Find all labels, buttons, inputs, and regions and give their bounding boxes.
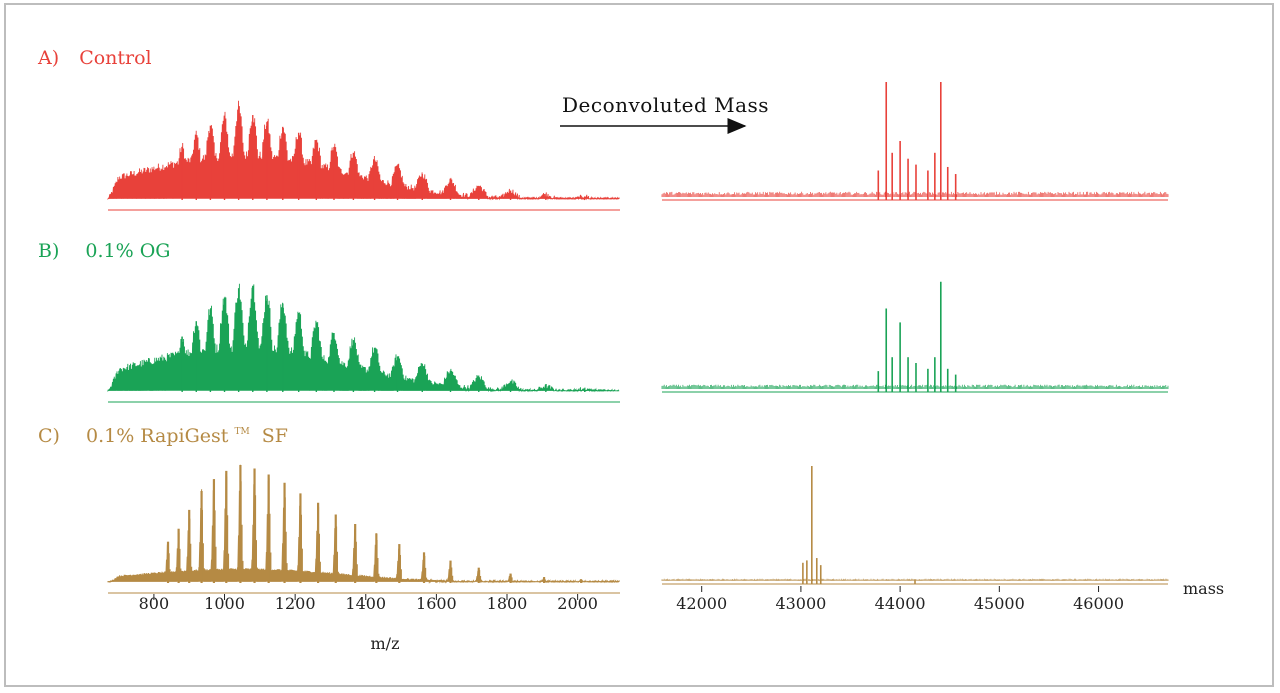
panel-name-rapigest: 0.1% RapiGest (86, 425, 229, 447)
mz-tick-label-800: 800 (139, 594, 170, 613)
mz-spectrum-og (107, 283, 620, 403)
axes-layer: 800 1000 1200 1400 1600 1800 2000 42000 43000 440… (139, 586, 1124, 613)
mz-trace-control (107, 100, 620, 201)
panel-name-rapigest-suffix: SF (262, 425, 288, 447)
trademark-mark: TM (234, 427, 249, 437)
mass-spectrum-control (661, 82, 1169, 201)
mz-trace-rapigest (107, 464, 620, 584)
panel-label-control: A) Control (37, 47, 152, 69)
panel-name-control: Control (79, 47, 151, 69)
mass-noise-control (661, 191, 1169, 197)
mz-tick-label-1400: 1400 (345, 594, 386, 613)
panel-label-og: B) 0.1% OG (38, 240, 171, 262)
annotation-deconvoluted-mass: Deconvoluted Mass (562, 93, 769, 117)
mass-noise-og (661, 384, 1169, 389)
mass-tick-label-46000: 46000 (1073, 594, 1124, 613)
mz-spectrum-control (107, 100, 620, 211)
mz-tick-label-1000: 1000 (204, 594, 245, 613)
mass-spectrum-rapigest (661, 466, 1169, 585)
panel-letter-b: B) (38, 240, 59, 262)
panel-letter-a: A) (37, 47, 59, 69)
mz-tick-label-1600: 1600 (416, 594, 457, 613)
mass-spectrum-og (661, 281, 1169, 393)
spectra-layer (107, 82, 1169, 594)
mass-axis-title: mass (1183, 579, 1224, 598)
panel-name-og: 0.1% OG (85, 240, 170, 262)
mz-tick-label-1800: 1800 (487, 594, 528, 613)
mass-tick-label-43000: 43000 (775, 594, 826, 613)
panel-label-rapigest: C) 0.1% RapiGest TM SF (38, 417, 288, 447)
mz-axis-title: m/z (371, 634, 400, 653)
mz-trace-og (107, 283, 620, 393)
mz-spectrum-rapigest (107, 464, 620, 594)
mz-tick-label-2000: 2000 (557, 594, 598, 613)
panel-letter-c: C) (38, 425, 60, 447)
mass-tick-label-42000: 42000 (676, 594, 727, 613)
mass-noise-rapigest (661, 578, 1169, 581)
mz-tick-label-1200: 1200 (275, 594, 316, 613)
figure-frame (4, 3, 1274, 687)
mass-tick-label-44000: 44000 (875, 594, 926, 613)
mass-tick-label-45000: 45000 (974, 594, 1025, 613)
